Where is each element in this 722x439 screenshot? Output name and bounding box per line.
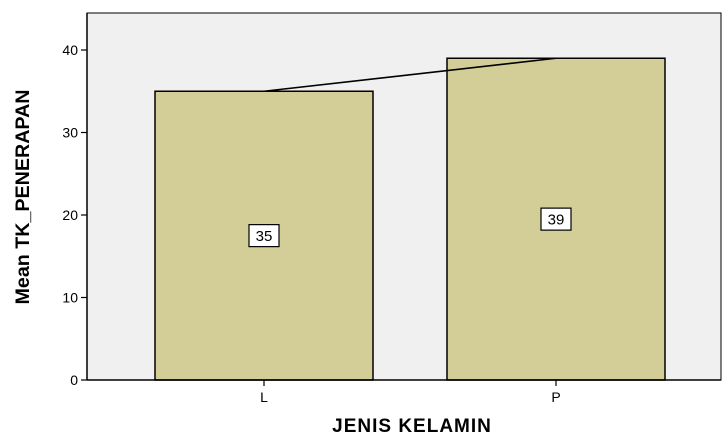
x-tick-label: P [551, 389, 560, 405]
y-tick-label: 30 [62, 125, 78, 141]
y-tick-label: 40 [62, 42, 78, 58]
y-tick-label: 20 [62, 207, 78, 223]
data-label: 39 [548, 212, 565, 229]
x-tick-label: L [260, 389, 268, 405]
y-axis-title: Mean TK_PENERAPAN [13, 90, 34, 305]
y-ticks-group: 0 10 20 30 40 [62, 42, 87, 388]
y-tick-label: 10 [62, 290, 78, 306]
data-label-box [540, 207, 572, 231]
data-label: 35 [256, 228, 273, 245]
y-tick-label: 0 [70, 372, 78, 388]
data-labels-group: 35 39 [248, 207, 572, 248]
x-axis-title: JENIS KELAMIN [332, 416, 492, 437]
mean-connecting-line [263, 57, 557, 93]
data-label-box [248, 224, 280, 248]
